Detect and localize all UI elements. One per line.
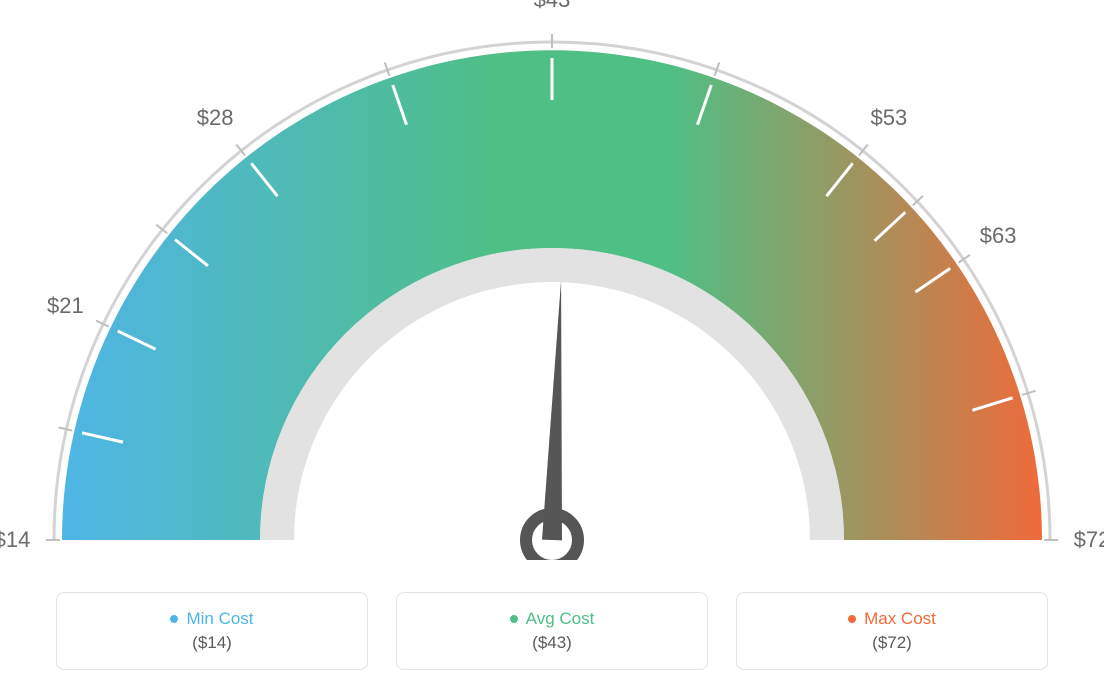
legend-title-min: Min Cost — [170, 609, 253, 629]
legend-value-min: ($14) — [192, 633, 232, 653]
dot-icon — [510, 615, 518, 623]
gauge-tick-label: $14 — [0, 527, 30, 553]
gauge-tick-label: $53 — [871, 105, 908, 131]
gauge-svg — [0, 0, 1104, 560]
legend-row: Min Cost ($14) Avg Cost ($43) Max Cost (… — [0, 592, 1104, 670]
legend-label-max: Max Cost — [864, 609, 936, 629]
dot-icon — [170, 615, 178, 623]
legend-card-avg: Avg Cost ($43) — [396, 592, 708, 670]
legend-title-max: Max Cost — [848, 609, 936, 629]
gauge-tick-label: $63 — [980, 223, 1017, 249]
legend-value-max: ($72) — [872, 633, 912, 653]
legend-value-avg: ($43) — [532, 633, 572, 653]
gauge-chart-container: $14 $21 $28 $43 $53 $63 $72 Min Cost ($14) Avg… — [0, 0, 1104, 690]
gauge-svg-wrap: $14 $21 $28 $43 $53 $63 $72 — [0, 0, 1104, 560]
gauge-tick-label: $72 — [1074, 527, 1104, 553]
legend-card-max: Max Cost ($72) — [736, 592, 1048, 670]
gauge-tick-label: $28 — [197, 105, 234, 131]
legend-label-min: Min Cost — [186, 609, 253, 629]
gauge-tick-label: $21 — [47, 293, 84, 319]
dot-icon — [848, 615, 856, 623]
legend-card-min: Min Cost ($14) — [56, 592, 368, 670]
gauge-tick-label: $43 — [534, 0, 571, 13]
legend-title-avg: Avg Cost — [510, 609, 595, 629]
legend-label-avg: Avg Cost — [526, 609, 595, 629]
